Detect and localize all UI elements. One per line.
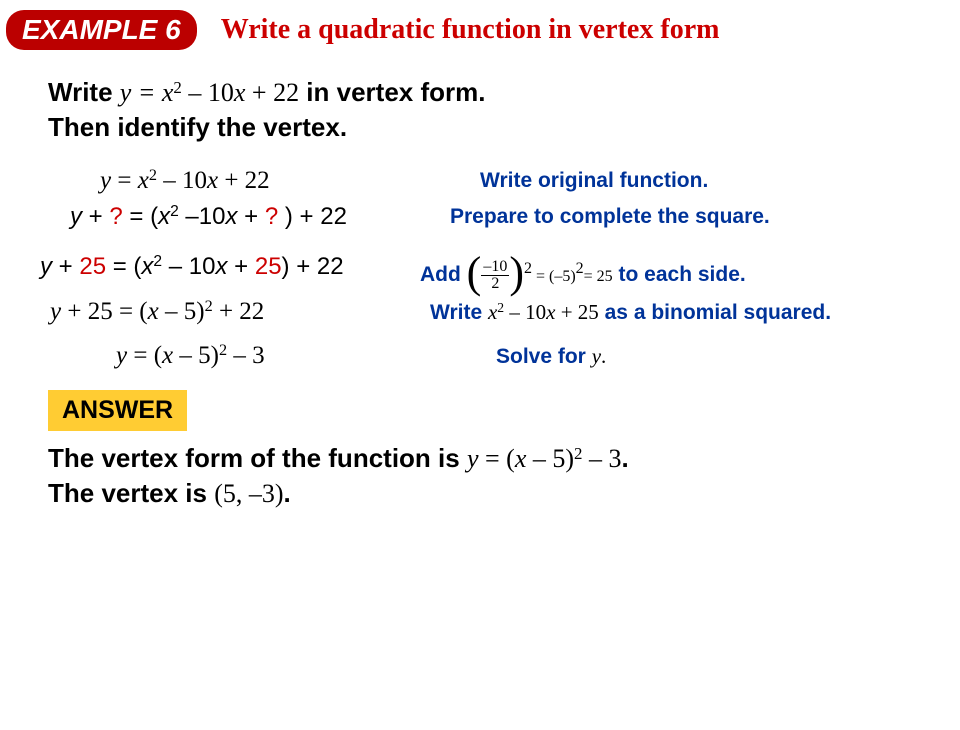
problem-statement: Write y = x2 – 10x + 22 in vertex form. … bbox=[48, 75, 920, 145]
answer-badge: ANSWER bbox=[48, 390, 187, 431]
problem-line1-prefix: Write bbox=[48, 77, 120, 107]
step-expr-4: y + 25 = (x – 5)2 + 22 bbox=[40, 298, 430, 326]
step-explain-2: Prepare to complete the square. bbox=[450, 204, 942, 230]
step-row: y + 25 = (x – 5)2 + 22 Write x2 – 10x + … bbox=[40, 298, 942, 326]
step-explain-5: Solve for y. bbox=[496, 343, 942, 370]
problem-line2: Then identify the vertex. bbox=[48, 112, 347, 142]
step-explain-1: Write original function. bbox=[480, 168, 942, 194]
example-badge: EXAMPLE 6 bbox=[6, 10, 197, 50]
step-expr-3: y + 25 = (x2 – 10x + 25) + 22 bbox=[40, 253, 420, 281]
step-expr-5: y = (x – 5)2 – 3 bbox=[40, 342, 496, 370]
header: EXAMPLE 6 Write a quadratic function in … bbox=[6, 10, 960, 50]
step-row: y = x2 – 10x + 22 Write original functio… bbox=[40, 167, 942, 195]
step-row: y = (x – 5)2 – 3 Solve for y. bbox=[40, 342, 942, 370]
step-expr-1: y = x2 – 10x + 22 bbox=[40, 167, 480, 195]
main-title: Write a quadratic function in vertex for… bbox=[221, 14, 720, 46]
step-explain-4: Write x2 – 10x + 25 as a binomial square… bbox=[430, 299, 942, 326]
step-row: y + ? = (x2 –10x + ? ) + 22 Prepare to c… bbox=[40, 203, 942, 231]
answer-text: The vertex form of the function is y = (… bbox=[48, 441, 920, 511]
step-expr-2: y + ? = (x2 –10x + ? ) + 22 bbox=[40, 203, 450, 231]
step-explain-3: Add (–102)2 = (–5)2= 25 to each side. bbox=[420, 239, 942, 294]
steps-container: y = x2 – 10x + 22 Write original functio… bbox=[40, 167, 942, 370]
problem-line1-suffix: in vertex form. bbox=[299, 77, 485, 107]
step-row: y + 25 = (x2 – 10x + 25) + 22 Add (–102)… bbox=[40, 239, 942, 294]
